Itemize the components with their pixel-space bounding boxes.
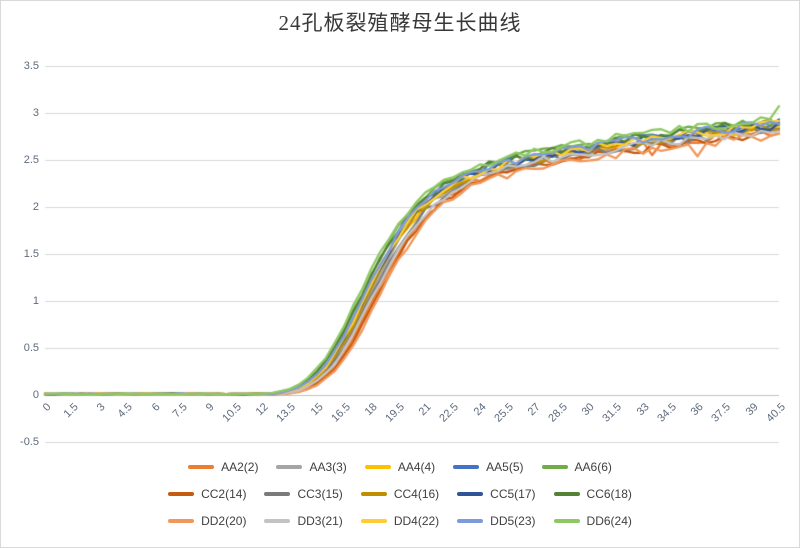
y-tick-label: 2 xyxy=(32,201,39,213)
legend-line-swatch xyxy=(453,464,480,469)
y-tick-label: 3.5 xyxy=(23,60,39,72)
legend-label: CC4(16) xyxy=(393,486,440,501)
legend-item: AA4(4) xyxy=(364,459,436,474)
legend-item: CC4(16) xyxy=(360,486,440,501)
legend-label: DD6(24) xyxy=(586,513,632,528)
legend-line-swatch xyxy=(264,518,291,523)
legend-line-swatch xyxy=(553,518,580,523)
legend-item: DD3(21) xyxy=(264,513,343,528)
legend-line-swatch xyxy=(168,518,195,523)
legend-label: AA4(4) xyxy=(397,459,436,474)
legend-label: CC3(15) xyxy=(297,486,343,501)
legend: AA2(2) AA3(3) AA4(4) AA5(5) AA6(6) CC2(14) CC3… xyxy=(1,453,799,534)
legend-label: CC5(17) xyxy=(490,486,536,501)
legend-line-swatch xyxy=(553,491,580,496)
legend-label: CC2(14) xyxy=(201,486,247,501)
y-tick-label: 0.5 xyxy=(23,342,39,354)
legend-line-swatch xyxy=(360,491,387,496)
y-tick-label: 3 xyxy=(32,107,39,119)
legend-item: CC3(15) xyxy=(264,486,343,501)
legend-item: CC6(18) xyxy=(553,486,632,501)
legend-item: CC5(17) xyxy=(457,486,536,501)
legend-label: CC6(18) xyxy=(586,486,632,501)
legend-line-swatch xyxy=(264,491,291,496)
y-tick-label: 1.5 xyxy=(23,248,39,260)
legend-line-swatch xyxy=(168,491,195,496)
legend-item: DD6(24) xyxy=(553,513,632,528)
legend-item: AA2(2) xyxy=(188,460,258,474)
legend-label: AA3(3) xyxy=(309,459,347,474)
legend-label: DD5(23) xyxy=(490,513,536,528)
legend-line-swatch xyxy=(188,464,215,469)
legend-label: AA6(6) xyxy=(574,459,612,474)
legend-item: CC2(14) xyxy=(168,487,246,501)
legend-line-swatch xyxy=(276,464,303,469)
legend-item: DD4(22) xyxy=(360,513,440,528)
y-tick-label: 1 xyxy=(32,295,39,307)
legend-line-swatch xyxy=(457,518,484,523)
legend-row: CC2(14) CC3(15) CC4(16) CC5(17) CC6(18) xyxy=(168,480,632,507)
legend-item: DD2(20) xyxy=(168,514,246,528)
y-tick-label: 0 xyxy=(32,389,39,401)
legend-label: DD2(20) xyxy=(201,513,247,528)
legend-item: DD5(23) xyxy=(457,513,536,528)
legend-label: DD4(22) xyxy=(393,513,440,528)
legend-item: AA5(5) xyxy=(453,459,524,474)
legend-item: AA6(6) xyxy=(541,459,612,474)
legend-line-swatch xyxy=(360,518,387,523)
legend-label: AA2(2) xyxy=(221,459,259,474)
legend-line-swatch xyxy=(364,464,391,469)
legend-row: AA2(2) AA3(3) AA4(4) AA5(5) AA6(6) xyxy=(188,453,612,480)
legend-label: AA5(5) xyxy=(486,459,524,474)
legend-line-swatch xyxy=(457,491,484,496)
legend-item: AA3(3) xyxy=(276,459,347,474)
y-tick-label: -0.5 xyxy=(20,436,39,448)
legend-line-swatch xyxy=(541,464,568,469)
y-tick-label: 2.5 xyxy=(23,154,39,166)
legend-row: DD2(20) DD3(21) DD4(22) DD5(23) DD6(24) xyxy=(168,507,632,534)
legend-label: DD3(21) xyxy=(297,513,343,528)
